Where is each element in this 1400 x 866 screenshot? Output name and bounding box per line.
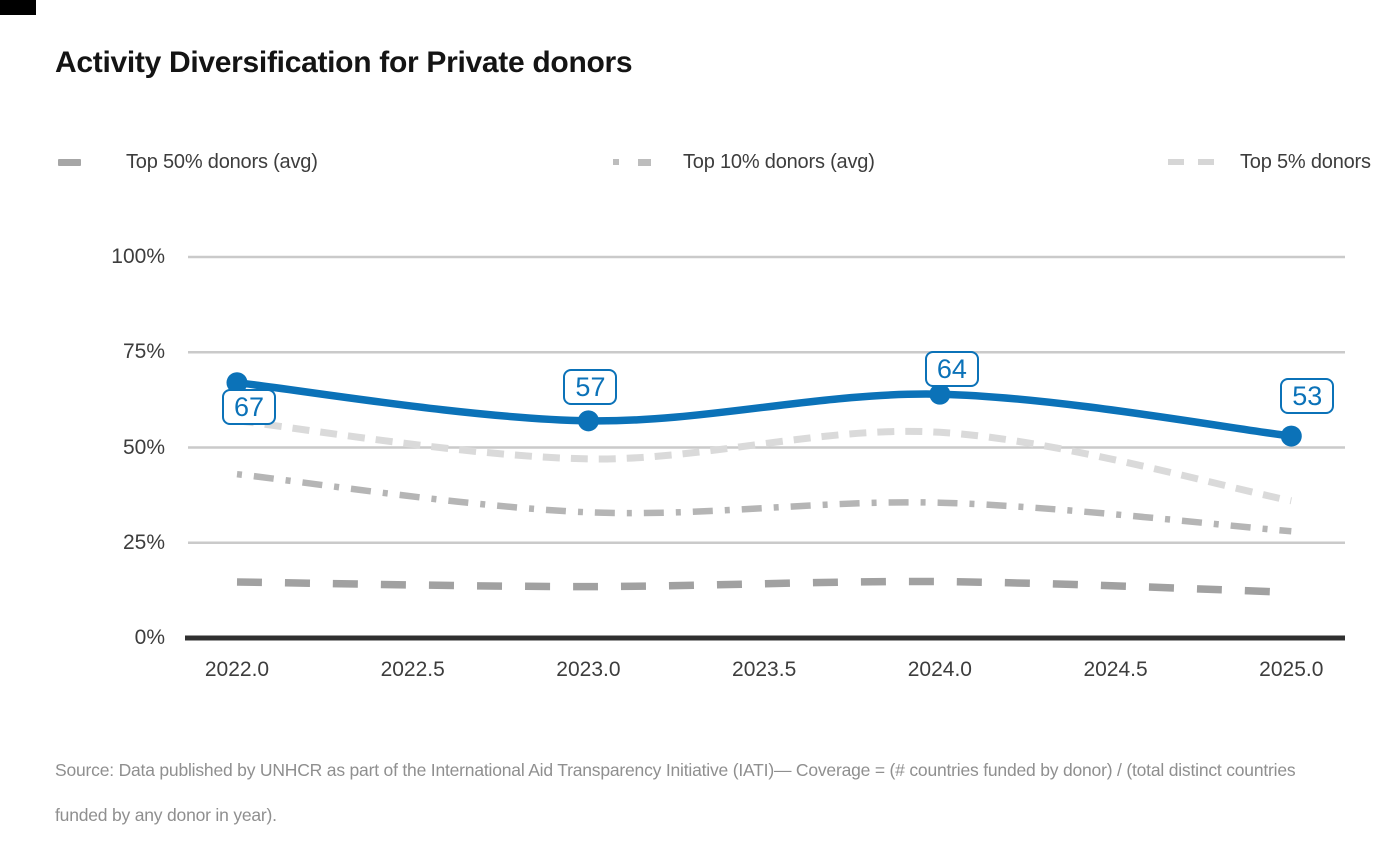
x-tick-label: 2024.0 [907,658,972,681]
x-tick-label: 2023.0 [556,658,621,681]
y-tick-label: 75% [122,340,165,364]
x-tick-label: 2022.5 [380,658,445,681]
x-tick-label: 2025.0 [1259,658,1324,681]
data-point-marker[interactable] [577,410,599,432]
y-tick-label: 50% [122,435,165,459]
x-tick-label: 2023.5 [732,658,797,681]
data-point-label: 67 [222,388,277,425]
legend-marker-top50-icon [58,158,81,166]
y-tick-label: 0% [134,626,165,649]
data-point-marker[interactable] [226,372,248,394]
y-tick-label: 100% [111,245,165,268]
series-line-top-10-donors-avg- [236,470,1292,535]
corner-mark [0,0,36,15]
series-line-top-5-donors [236,417,1292,505]
y-tick-label: 25% [122,530,165,554]
chart-title: Activity Diversification for Private don… [55,46,633,79]
source-note: Source: Data published by UNHCR as part … [55,760,1296,825]
series-line-private-donors [236,378,1292,440]
legend-marker-top10-icon [638,158,651,166]
x-tick-label: 2024.5 [1083,658,1148,681]
legend-marker-top10-icon [613,159,619,165]
legend-item-top50: Top 50% donors (avg) [58,147,318,177]
data-point-label: 64 [924,351,979,388]
legend-marker-top5-icon [1168,159,1184,165]
legend-item-top10: Top 10% donors (avg) [613,147,875,177]
legend-marker-top5-icon [1198,159,1214,165]
legend-label-top50: Top 50% donors (avg) [126,150,318,173]
data-point-marker[interactable] [929,383,951,405]
legend-item-top5: Top 5% donors [1168,147,1371,177]
data-point-label: 53 [1280,378,1335,415]
data-point-label: 57 [563,368,618,405]
legend-label-top10: Top 10% donors (avg) [683,150,875,173]
legend-label-top5: Top 5% donors [1240,150,1371,173]
x-tick-label: 2022.0 [204,658,270,681]
data-point-marker[interactable] [1280,425,1302,447]
series-line-top-50-donors-avg- [236,577,1292,597]
